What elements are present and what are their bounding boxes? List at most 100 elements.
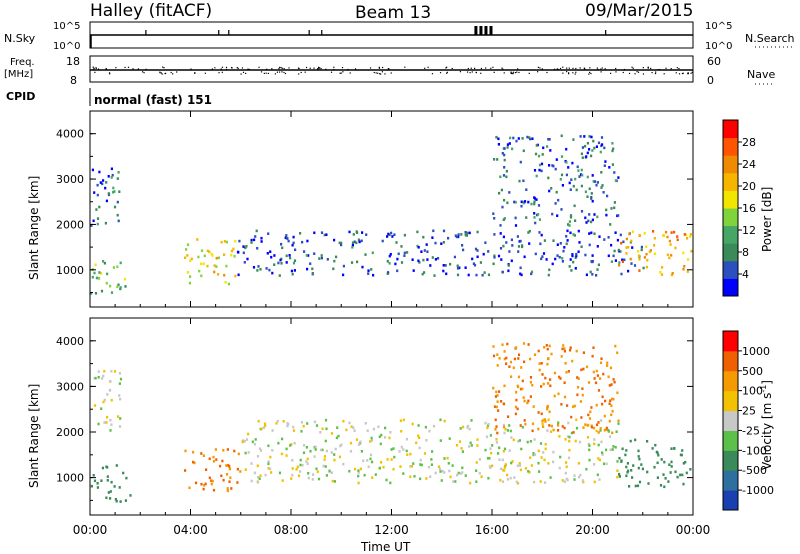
data-cell (380, 433, 383, 437)
data-cell (250, 462, 253, 465)
data-cell (633, 264, 637, 267)
power-colorbar-segment (723, 260, 738, 279)
data-cell (512, 366, 515, 370)
data-cell (245, 438, 249, 441)
power-colorbar-segment (723, 278, 738, 297)
data-cell (567, 223, 570, 226)
data-cell (617, 176, 620, 179)
data-cell (370, 268, 373, 271)
data-cell (499, 478, 502, 482)
data-cell (357, 238, 360, 242)
data-cell (424, 425, 427, 429)
data-cell (603, 238, 606, 241)
data-cell (395, 241, 398, 244)
data-cell (630, 262, 633, 265)
nave-dot (278, 67, 280, 70)
data-cell (542, 382, 545, 386)
data-cell (689, 235, 692, 238)
data-cell (490, 451, 493, 455)
data-cell (508, 191, 511, 194)
data-cell (223, 240, 226, 243)
data-cell (222, 449, 225, 452)
data-cell (547, 176, 550, 180)
data-cell (486, 424, 490, 427)
data-cell (511, 460, 514, 463)
data-cell (200, 482, 203, 486)
data-cell (653, 237, 656, 240)
data-cell (292, 425, 295, 429)
data-cell (497, 409, 500, 412)
nave-dot (137, 68, 139, 70)
data-cell (432, 229, 435, 233)
data-cell (601, 395, 604, 399)
data-cell (610, 383, 613, 386)
data-cell (575, 188, 578, 192)
data-cell (643, 232, 646, 235)
nave-dot (388, 68, 390, 70)
data-cell (547, 273, 550, 277)
nsky-label: N.Sky (4, 32, 36, 45)
data-cell (381, 239, 384, 243)
data-cell (618, 475, 621, 478)
data-cell (537, 411, 540, 414)
data-cell (674, 470, 677, 474)
data-cell (417, 259, 420, 263)
data-cell (568, 181, 571, 185)
data-cell (419, 477, 422, 481)
data-cell (498, 458, 501, 461)
data-cell (210, 252, 213, 256)
nave-dot (480, 72, 482, 74)
data-cell (451, 464, 454, 467)
data-cell (505, 241, 508, 244)
data-cell (601, 184, 604, 187)
data-cell (515, 390, 518, 394)
data-cell (519, 272, 522, 276)
nave-dot (583, 67, 586, 69)
data-cell (548, 268, 551, 272)
data-cell (500, 188, 503, 192)
data-cell (245, 245, 248, 248)
data-cell (476, 255, 479, 259)
y-tick-label: 4000 (56, 128, 84, 141)
power-colorbar-segment (723, 190, 738, 209)
data-cell (494, 395, 497, 398)
data-cell (280, 242, 283, 246)
nave-dot (572, 67, 574, 70)
data-cell (581, 146, 584, 149)
data-cell (104, 186, 107, 190)
data-cell (676, 475, 679, 479)
nave-dot (446, 71, 448, 73)
data-cell (400, 245, 403, 248)
data-cell (503, 153, 506, 157)
data-cell (420, 250, 423, 253)
data-cell (307, 254, 310, 257)
data-cell (448, 437, 451, 440)
nave-dot (225, 68, 228, 70)
data-cell (528, 229, 531, 233)
data-cell (662, 473, 665, 476)
data-cell (619, 250, 622, 253)
data-cell (577, 462, 580, 465)
data-cell (521, 425, 524, 429)
data-cell (119, 261, 122, 265)
data-cell (303, 444, 306, 447)
nave-dot (349, 72, 351, 74)
data-cell (492, 212, 495, 215)
data-cell (682, 251, 685, 255)
data-cell (533, 480, 536, 484)
data-cell (487, 273, 491, 277)
nave-dot (678, 67, 680, 70)
data-cell (234, 239, 237, 243)
data-cell (572, 260, 575, 264)
data-cell (117, 415, 120, 418)
data-cell (367, 272, 370, 275)
data-cell (533, 196, 536, 199)
data-cell (586, 436, 590, 439)
data-cell (190, 257, 193, 261)
data-cell (515, 398, 518, 402)
data-cell (495, 135, 498, 139)
data-cell (582, 367, 585, 371)
data-cell (389, 253, 392, 256)
velocity-colorbar-frame (722, 330, 739, 511)
data-cell (266, 252, 269, 255)
